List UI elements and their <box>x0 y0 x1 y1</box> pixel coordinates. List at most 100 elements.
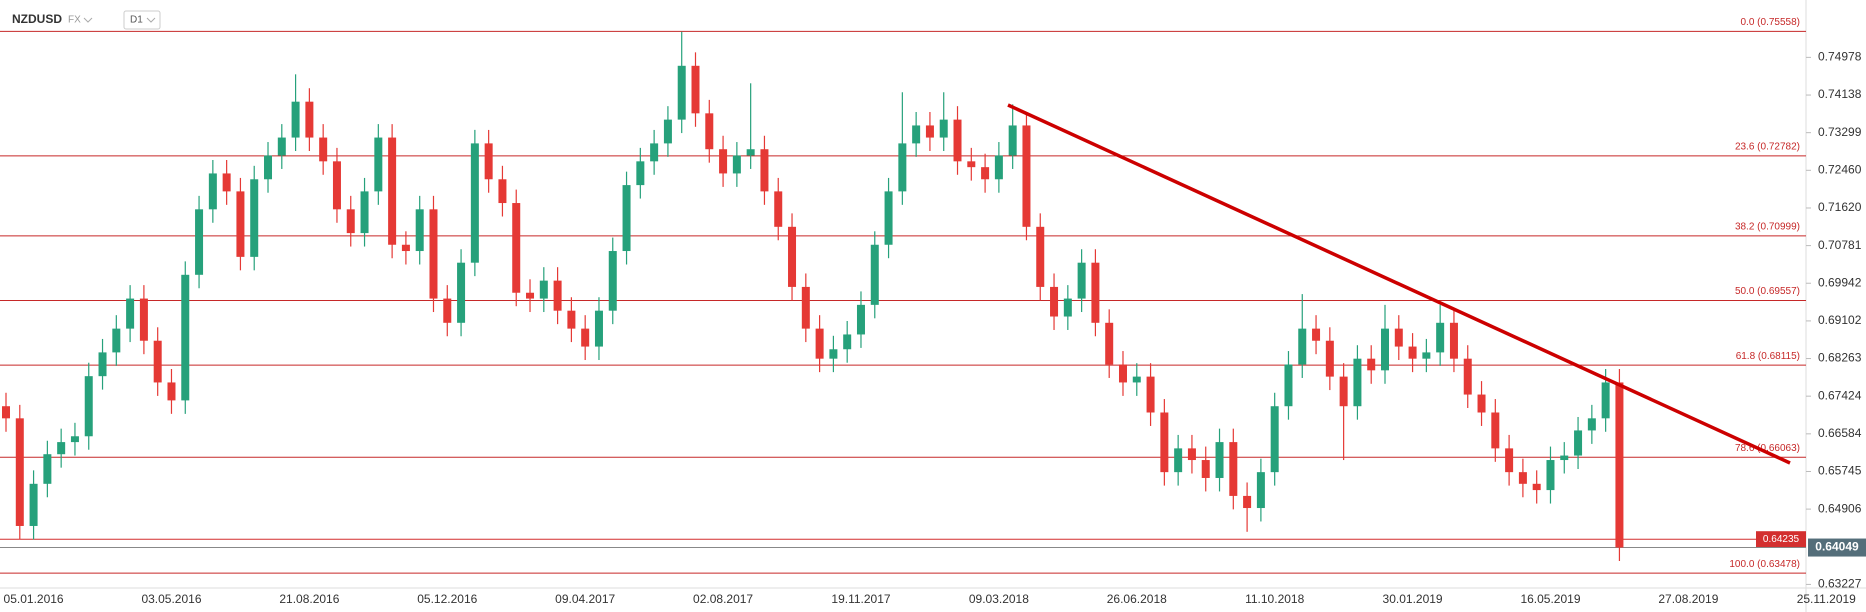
candle-body <box>1105 322 1114 365</box>
candle-body <box>870 244 879 305</box>
candle-body <box>498 179 507 204</box>
bid-label: 0.64235 <box>1763 534 1800 545</box>
candle-body <box>1270 406 1279 473</box>
candle-body <box>139 298 148 341</box>
candle-body <box>760 149 769 192</box>
candle-body <box>208 173 217 210</box>
candle-body <box>29 483 38 526</box>
timeframe[interactable]: D1 <box>130 15 143 26</box>
candle-body <box>898 143 907 192</box>
candle-body <box>98 352 107 377</box>
candle-body <box>1174 448 1183 473</box>
candle-body <box>788 226 797 287</box>
candle-body <box>1201 460 1210 478</box>
candle-body <box>429 209 438 299</box>
candle-body <box>1367 358 1376 371</box>
candle-body <box>470 143 479 263</box>
candle-body <box>526 292 535 299</box>
candle-body <box>181 274 190 401</box>
candle-body <box>401 244 410 252</box>
y-tick-label: 0.70781 <box>1818 238 1862 252</box>
candle-body <box>608 251 617 311</box>
candle-body <box>1077 262 1086 299</box>
candle-body <box>346 209 355 234</box>
candle-body <box>719 149 728 174</box>
candle-body <box>1256 472 1265 509</box>
candle-body <box>553 280 562 311</box>
candle-body <box>746 149 755 156</box>
candle-body <box>539 280 548 299</box>
x-tick-label: 19.11.2017 <box>831 592 890 606</box>
y-tick-label: 0.66584 <box>1818 426 1862 440</box>
x-tick-label: 11.10.2018 <box>1245 592 1304 606</box>
candle-body <box>1518 472 1527 484</box>
candle-body <box>1408 346 1417 359</box>
timeframe-dropdown <box>146 17 156 23</box>
candle-body <box>939 119 948 138</box>
candle-body <box>925 125 934 138</box>
candle-body <box>1353 358 1362 407</box>
candle-body <box>1339 376 1348 407</box>
candle-body <box>594 310 603 347</box>
x-tick-label: 05.12.2016 <box>417 592 477 606</box>
plot: 0.74978 0.74138 0.73299 0.72460 0.71620 0.707… <box>0 17 1866 606</box>
candle-body <box>663 119 672 144</box>
y-tick-label: 0.69102 <box>1818 313 1862 327</box>
fib-label: 0.0 (0.75558) <box>1741 17 1801 28</box>
candle-body <box>1546 460 1555 491</box>
fib-label: 78.6 (0.66063) <box>1735 443 1800 454</box>
candle-body <box>1243 495 1252 509</box>
y-tick-label: 0.68263 <box>1818 351 1862 365</box>
last-price-label: 0.64049 <box>1815 540 1859 554</box>
candle-body <box>277 137 286 156</box>
candle-body <box>195 209 204 275</box>
candle-body <box>1008 125 1017 156</box>
y-tick-label: 0.71620 <box>1818 200 1862 214</box>
candle-body <box>1118 364 1127 383</box>
symbol[interactable]: NZDUSD <box>12 12 62 26</box>
x-tick-label: 09.04.2017 <box>555 592 615 606</box>
candle-body <box>236 191 245 257</box>
candle-body <box>1050 286 1059 317</box>
x-tick-label: 21.08.2016 <box>279 592 339 606</box>
candle-body <box>884 191 893 245</box>
candle-body <box>222 173 231 192</box>
candle-body <box>1532 483 1541 491</box>
candle-body <box>622 185 631 252</box>
candle-body <box>1229 442 1238 496</box>
market[interactable]: FX <box>68 15 81 26</box>
candle-body <box>1022 125 1031 227</box>
candle-body <box>1574 430 1583 456</box>
y-tick-label: 0.72460 <box>1818 162 1862 176</box>
candle-body <box>70 436 79 443</box>
candle-body <box>650 143 659 162</box>
y-tick-label: 0.67424 <box>1818 388 1862 402</box>
candle-body <box>677 65 686 120</box>
x-tick-label: 25.11.2019 <box>1797 592 1856 606</box>
candle-body <box>484 143 493 180</box>
candle-body <box>1436 322 1445 353</box>
x-tick-label: 16.05.2019 <box>1520 592 1580 606</box>
candle-body <box>264 155 273 180</box>
candle-body <box>953 119 962 162</box>
candle-body <box>1463 358 1472 395</box>
bid-label-box <box>1756 531 1806 548</box>
candle-body <box>1325 340 1334 377</box>
timeframe-box[interactable] <box>123 10 161 30</box>
x-tick-label: 27.08.2019 <box>1658 592 1718 606</box>
candle-body <box>1187 448 1196 461</box>
market-dropdown[interactable] <box>83 17 93 23</box>
candle-body <box>567 310 576 329</box>
fib-label: 38.2 (0.70999) <box>1735 221 1800 232</box>
trendline[interactable] <box>1007 103 1791 465</box>
candle-body <box>843 334 852 350</box>
candle-body <box>1036 226 1045 287</box>
candle-body <box>732 155 741 174</box>
candle-body <box>112 328 121 353</box>
candle-body <box>1312 328 1321 341</box>
candle-body <box>1063 298 1072 317</box>
y-tick-label: 0.74138 <box>1818 87 1862 101</box>
candle-body <box>981 167 990 180</box>
candle-body <box>388 137 397 245</box>
